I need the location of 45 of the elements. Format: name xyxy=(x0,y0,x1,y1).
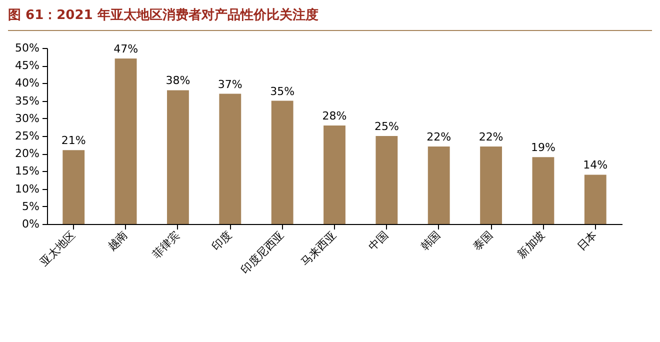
x-tick-label: 马来西亚 xyxy=(298,228,339,269)
bar xyxy=(62,150,85,224)
x-tick-label: 印度尼西亚 xyxy=(238,228,287,277)
bar xyxy=(376,136,398,224)
y-tick-label: 10% xyxy=(15,182,40,196)
y-tick-label: 5% xyxy=(22,200,40,213)
bar xyxy=(167,90,189,224)
y-tick-label: 35% xyxy=(15,94,40,108)
chart-title: 图 61：2021 年亚太地区消费者对产品性价比关注度 xyxy=(8,6,652,31)
bar xyxy=(114,58,137,224)
y-tick-label: 30% xyxy=(15,112,40,125)
y-tick-label: 0% xyxy=(22,218,40,230)
bar xyxy=(324,125,346,224)
data-label: 37% xyxy=(218,78,242,91)
y-tick-label: 20% xyxy=(15,147,40,160)
data-label: 21% xyxy=(61,134,86,148)
bar xyxy=(532,157,554,224)
bar xyxy=(271,100,294,224)
y-tick-label: 15% xyxy=(15,164,40,178)
data-label: 47% xyxy=(114,42,138,56)
bar xyxy=(428,146,450,224)
y-tick-label: 50% xyxy=(15,42,40,54)
data-label: 25% xyxy=(374,120,399,133)
y-tick-label: 40% xyxy=(15,76,40,90)
y-tick-label: 45% xyxy=(15,59,40,72)
data-label: 28% xyxy=(322,109,347,122)
data-label: 22% xyxy=(478,130,504,144)
data-label: 19% xyxy=(530,141,556,154)
x-tick-label: 亚太地区 xyxy=(38,228,78,269)
x-tick-label: 中国 xyxy=(366,228,391,254)
y-tick-label: 25% xyxy=(15,130,40,142)
x-tick-label: 印度 xyxy=(210,228,234,254)
bar xyxy=(480,146,502,224)
x-tick-label: 新加坡 xyxy=(514,228,548,262)
data-label: 35% xyxy=(270,84,295,98)
x-tick-label: 日本 xyxy=(574,228,600,254)
x-tick-label: 菲律宾 xyxy=(150,228,182,262)
bar xyxy=(219,94,242,224)
data-label: 14% xyxy=(583,158,608,172)
data-label: 38% xyxy=(166,74,190,88)
data-label: 22% xyxy=(426,130,452,144)
x-tick-label: 越南 xyxy=(105,228,130,254)
bar xyxy=(584,174,606,224)
x-tick-label: 泰国 xyxy=(470,228,496,254)
x-tick-label: 韩国 xyxy=(418,228,444,254)
